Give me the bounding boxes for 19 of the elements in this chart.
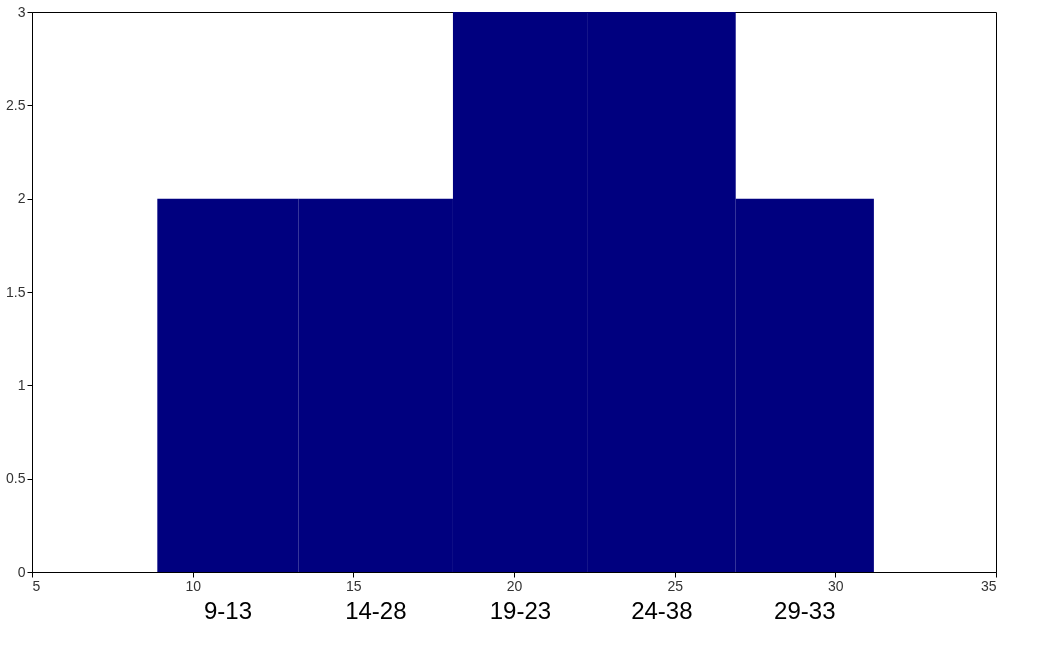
x-tick-label: 35 bbox=[980, 577, 997, 594]
y-tick-label: 2.5 bbox=[6, 96, 26, 113]
y-tick-label: 1 bbox=[17, 376, 26, 393]
x-tick-label: 30 bbox=[828, 577, 844, 594]
y-tick-label: 1.5 bbox=[6, 283, 26, 300]
text: 24-38 bbox=[631, 597, 693, 624]
y-tick-label: 0 bbox=[17, 563, 26, 580]
text: 19-23 bbox=[489, 597, 552, 624]
y-tick-label: 0.5 bbox=[6, 470, 26, 487]
x-tick-label: 15 bbox=[346, 577, 362, 594]
x-tick-label: 5 bbox=[32, 577, 41, 594]
text: 9-13 bbox=[203, 597, 253, 624]
x-tick-label: 10 bbox=[185, 577, 202, 594]
x-tick-label: 25 bbox=[667, 577, 684, 594]
text: 14-28 bbox=[345, 597, 407, 624]
y-tick-label: 2 bbox=[17, 190, 26, 207]
y-tick-label: 3 bbox=[17, 3, 26, 20]
x-tick-label: 20 bbox=[506, 577, 523, 594]
text: 29-33 bbox=[774, 597, 836, 624]
